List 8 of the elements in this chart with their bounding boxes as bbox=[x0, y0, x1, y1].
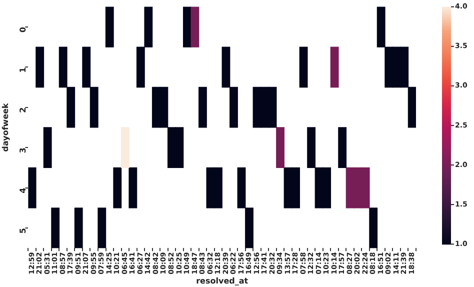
y-tick-label: 0 bbox=[18, 26, 28, 32]
y-tick-label: 4 bbox=[18, 187, 28, 194]
y-axis-title: dayofweek bbox=[0, 102, 10, 152]
x-axis-title: resolved_at bbox=[196, 276, 248, 286]
y-tick-label: 2 bbox=[18, 107, 28, 113]
y-tick-label: 3 bbox=[18, 148, 28, 154]
y-tick-label: 1 bbox=[18, 66, 28, 73]
y-tick-label: 5 bbox=[18, 228, 28, 234]
